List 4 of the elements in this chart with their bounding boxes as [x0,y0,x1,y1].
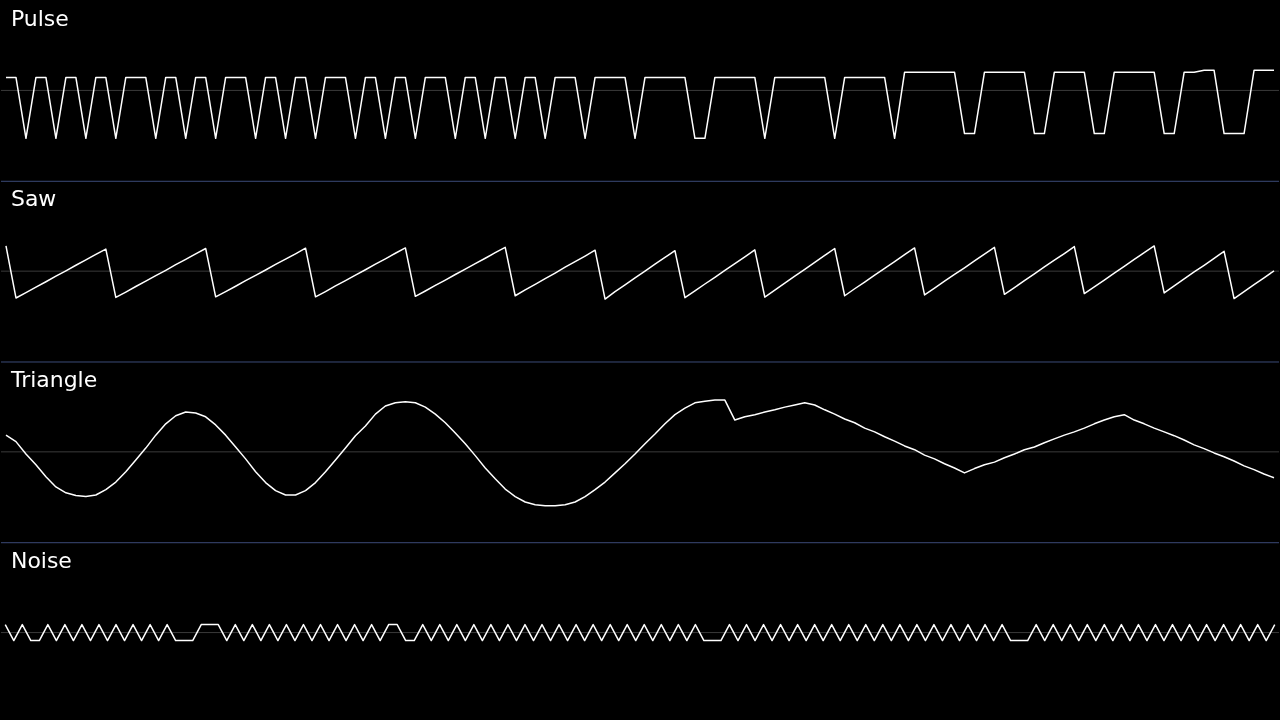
chart-title: Triangle [9,366,98,392]
chart-title: Saw [10,186,57,212]
chart-title: Pulse [10,5,69,31]
chart-title: Noise [10,547,72,573]
